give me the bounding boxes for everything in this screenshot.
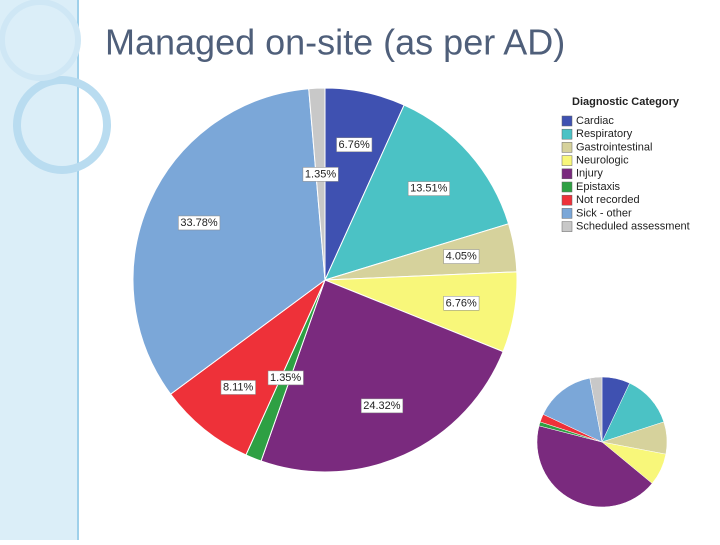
legend-label: Injury	[576, 168, 603, 180]
decor-circle	[13, 76, 111, 174]
data-label: 8.11%	[223, 381, 254, 393]
data-label-box	[302, 167, 339, 182]
data-label: 6.76%	[339, 139, 370, 151]
legend-swatch	[561, 208, 573, 219]
data-label-box	[361, 398, 404, 414]
legend-label: Cardiac	[576, 115, 614, 127]
data-label: 1.35%	[270, 372, 301, 384]
pie-slice	[589, 376, 603, 443]
legend-label: Respiratory	[576, 128, 633, 140]
legend-swatch	[561, 115, 573, 127]
pie-slice	[536, 425, 653, 508]
legend-swatch	[561, 128, 573, 140]
decor-circle	[0, 0, 81, 81]
legend-swatch	[561, 181, 573, 193]
legend-label: Not recorded	[576, 194, 640, 206]
legend-swatch	[561, 142, 573, 153]
charts: 6.76% 13.51% 4.05% 6.76% 24.32% 1.35% 8.11% 33.…	[132, 87, 690, 508]
pie-slice	[542, 377, 603, 443]
legend-label: Sick - other	[576, 207, 632, 219]
legend-swatch	[561, 221, 573, 232]
legend-label: Epistaxis	[576, 181, 621, 193]
pie-slice	[308, 87, 326, 281]
data-label: 4.05%	[446, 251, 477, 263]
data-label-box	[443, 296, 480, 311]
data-label: 24.32%	[363, 400, 401, 412]
legend-swatch	[561, 168, 573, 180]
legend-swatch	[561, 194, 573, 206]
legend-label: Neurologic	[576, 155, 629, 167]
data-label-box	[178, 215, 221, 231]
data-label: 33.78%	[180, 217, 218, 229]
pie-slice	[169, 278, 327, 456]
data-label: 13.51%	[410, 183, 448, 195]
pie-slice	[132, 88, 326, 395]
data-label-box	[407, 181, 450, 196]
data-label-box	[267, 370, 304, 386]
legend-label: Gastrointestinal	[576, 141, 652, 153]
legend-title: Diagnostic Category	[572, 96, 680, 108]
data-label-box	[336, 137, 373, 153]
pie-slice	[260, 279, 504, 473]
data-label-box	[443, 249, 480, 264]
legend-swatch	[561, 155, 573, 166]
data-label: 6.76%	[446, 297, 477, 309]
data-label: 1.35%	[305, 168, 336, 180]
data-label-box	[220, 380, 256, 395]
slide-title: Managed on-site (as per AD)	[105, 22, 565, 63]
legend-label: Scheduled assessment	[576, 221, 690, 233]
